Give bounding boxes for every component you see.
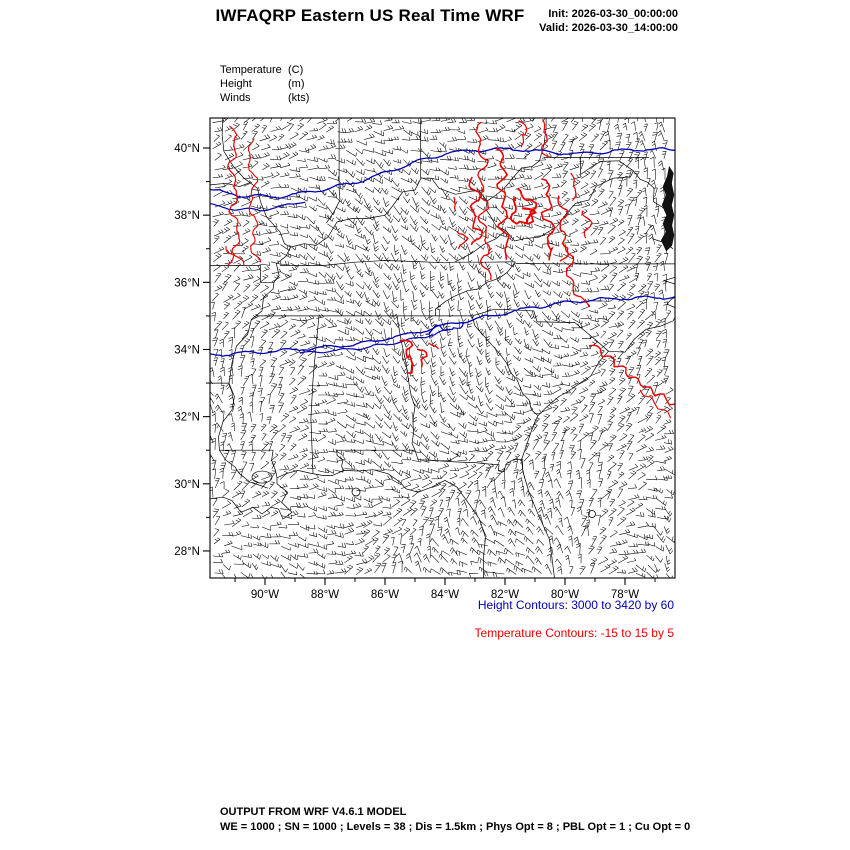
legend-height-unit: (m) <box>288 78 305 90</box>
temperature-contour-line <box>540 118 550 158</box>
height-contour-line <box>210 201 306 212</box>
map-plot-area <box>210 118 675 578</box>
lat-tick-label: 38°N <box>174 210 200 222</box>
height-contours-caption: Height Contours: 3000 to 3420 by 60 <box>477 598 674 612</box>
lon-tick-label: 86°W <box>371 589 399 601</box>
lon-tick-label: 84°W <box>431 589 459 601</box>
boundary-line <box>271 450 278 478</box>
temperature-contour-line <box>225 245 235 267</box>
boundary-line <box>505 170 634 242</box>
lat-tick-label: 36°N <box>174 277 200 289</box>
boundary-line <box>396 315 416 451</box>
plot-title: IWFAQRP Eastern US Real Time WRF <box>215 6 525 25</box>
map-axes: 40°N 38°N 36°N 34°N 32°N 30°N 28°N 90°W 88°W 86°W… <box>174 143 656 601</box>
temperature-contour-line <box>227 125 245 266</box>
height-contours <box>210 147 675 357</box>
calm-wind-circle <box>351 487 361 497</box>
boundary-line <box>633 170 669 216</box>
temperature-contour-line <box>589 344 675 406</box>
valid-time: Valid: 2026-03-30_14:00:00 <box>539 22 678 34</box>
temperature-contour-line <box>495 147 511 260</box>
height-contour-line <box>299 328 451 354</box>
footer-line-2: WE = 1000 ; SN = 1000 ; Levels = 38 ; Di… <box>220 821 691 833</box>
temperature-contour-line <box>416 348 428 368</box>
temperature-contour-line <box>509 188 538 225</box>
wind-barbs <box>210 118 675 578</box>
state-and-coast-boundaries <box>210 118 675 578</box>
lon-tick-label: 82°W <box>491 589 519 601</box>
temperature-contour-line <box>581 210 593 239</box>
height-contour-line <box>210 147 675 199</box>
temperature-contour-line <box>518 120 528 148</box>
boundary-line <box>662 276 675 285</box>
temperature-contour-line <box>399 339 415 374</box>
boundary-line <box>414 450 522 472</box>
lat-tick-label: 30°N <box>174 479 200 491</box>
boundary-line <box>280 260 455 266</box>
lon-tick-label: 88°W <box>311 589 339 601</box>
field-legend: Temperature (C) Height (m) Winds (kts) <box>220 63 309 105</box>
init-time: Init: 2026-03-30_00:00:00 <box>548 8 678 20</box>
lat-tick-label: 40°N <box>174 143 200 155</box>
height-contour-line <box>425 322 465 335</box>
legend-winds-label: Winds <box>220 92 251 104</box>
chesapeake-bay <box>660 165 675 252</box>
temperature-contour-line <box>570 172 577 202</box>
legend-row-temperature: Temperature (C) <box>220 63 309 77</box>
calm-wind-circle <box>588 510 596 518</box>
temperature-contour-line <box>453 196 457 212</box>
temperature-contour-line <box>456 230 469 250</box>
boundary-line <box>219 450 269 489</box>
height-contour-line <box>210 295 675 357</box>
boundary-line <box>336 449 415 471</box>
boundary-line <box>290 118 547 248</box>
lon-tick-label: 90°W <box>251 589 279 601</box>
model-footer: OUTPUT FROM WRF V4.6.1 MODEL WE = 1000 ;… <box>220 805 690 835</box>
legend-winds-unit: (kts) <box>288 92 310 104</box>
temperature-contour-line <box>475 121 492 281</box>
boundary-line <box>210 182 251 187</box>
temperature-contour-line <box>564 244 590 308</box>
temperature-contour-line <box>247 138 262 263</box>
legend-temperature-label: Temperature <box>220 64 282 76</box>
boundary-line <box>218 282 275 451</box>
boundary-line <box>210 246 291 283</box>
init-valid-block: Init: 2026-03-30_00:00:00 Valid: 2026-03… <box>539 7 678 35</box>
temperature-contour-line <box>522 207 537 223</box>
boundary-line <box>435 261 516 316</box>
temperature-contours-caption: Temperature Contours: -15 to 15 by 5 <box>474 626 674 640</box>
lon-tick-label: 80°W <box>551 589 579 601</box>
temperature-contour-line <box>468 176 483 246</box>
boundary-line <box>210 469 486 578</box>
legend-row-height: Height (m) <box>220 77 309 91</box>
lon-tick-label: 78°W <box>611 589 639 601</box>
legend-temperature-unit: (C) <box>288 64 304 76</box>
legend-height-label: Height <box>220 78 252 90</box>
boundary-line <box>521 317 675 578</box>
boundary-line <box>471 308 609 352</box>
temperature-contour-line <box>540 177 556 261</box>
map-frame <box>209 117 676 579</box>
legend-row-winds: Winds (kts) <box>220 91 309 105</box>
footer-line-1: OUTPUT FROM WRF V4.6.1 MODEL <box>220 806 407 818</box>
boundary-line <box>310 315 320 474</box>
boundary-line <box>666 297 675 308</box>
boundary-line <box>471 315 539 416</box>
lake-pontchartrain <box>251 470 273 484</box>
temperature-contours <box>225 118 675 419</box>
lat-tick-label: 28°N <box>174 546 200 558</box>
temperature-contour-line <box>639 389 672 419</box>
lat-tick-label: 32°N <box>174 412 200 424</box>
lat-tick-label: 34°N <box>174 344 200 356</box>
boundary-line <box>580 157 634 176</box>
boundary-line <box>326 118 341 224</box>
temperature-contour-line <box>428 342 440 350</box>
boundary-line <box>454 230 507 263</box>
